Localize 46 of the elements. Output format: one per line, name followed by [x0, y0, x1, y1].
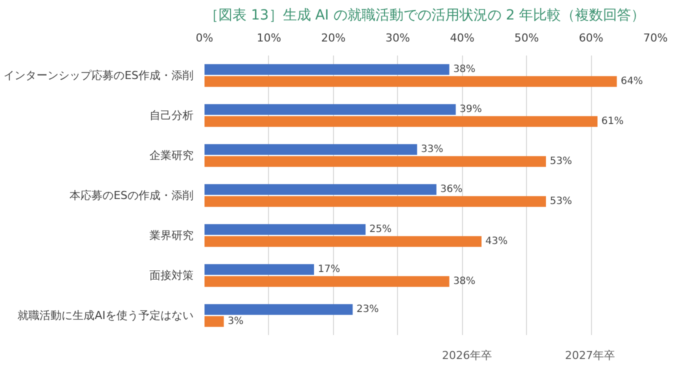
- bar: [204, 184, 436, 195]
- y-tick-label: 企業研究: [150, 149, 194, 162]
- bar: [204, 76, 617, 87]
- x-tick-label: 0%: [196, 32, 214, 44]
- x-tick-label: 60%: [578, 32, 604, 44]
- y-tick-label: インターンシップ応募のES作成・添削: [4, 69, 194, 82]
- data-label: 53%: [550, 196, 572, 207]
- x-tick-label: 30%: [386, 32, 410, 44]
- data-label: 33%: [420, 144, 444, 155]
- data-label: 23%: [356, 304, 379, 315]
- bar: [204, 264, 314, 275]
- bar: [204, 64, 450, 75]
- x-tick-label: 70%: [643, 32, 668, 44]
- bar: [204, 276, 450, 287]
- y-tick-label: 本応募のESの作成・添削: [70, 189, 194, 202]
- data-label: 25%: [369, 224, 392, 235]
- bar: [204, 116, 598, 127]
- data-label: 39%: [460, 104, 482, 115]
- data-label: 36%: [440, 184, 463, 195]
- data-label: 38%: [453, 276, 476, 287]
- data-label: 64%: [620, 76, 643, 87]
- y-tick-label: 自己分析: [150, 109, 194, 122]
- x-tick-label: 20%: [321, 32, 346, 44]
- chart-title: ［図表 13］生成 AI の就職活動での活用状況の 2 年比較（複数回答）: [204, 8, 646, 24]
- data-label: 53%: [550, 156, 572, 167]
- bar: [204, 224, 366, 235]
- bar: [204, 156, 546, 167]
- data-label: 17%: [318, 264, 340, 275]
- text: 2026年卒: [442, 348, 492, 363]
- x-tick-label: 10%: [256, 32, 282, 44]
- data-label: 43%: [485, 236, 508, 247]
- data-label: 61%: [601, 116, 624, 127]
- bar: [204, 196, 546, 207]
- bar: [204, 304, 353, 315]
- bar: [204, 144, 418, 155]
- data-label: 3%: [228, 316, 244, 327]
- bar: [204, 236, 482, 247]
- bar: [204, 104, 456, 115]
- y-tick-label: 就職活動に生成AIを使う予定はない: [18, 309, 194, 322]
- x-tick-label: 50%: [514, 32, 539, 44]
- x-tick-label: 40%: [450, 32, 474, 44]
- y-tick-label: 業界研究: [150, 229, 194, 242]
- data-label: 38%: [453, 64, 476, 75]
- bar: [204, 316, 224, 327]
- y-tick-label: 面接対策: [150, 269, 194, 282]
- text: 2027年卒: [565, 348, 615, 363]
